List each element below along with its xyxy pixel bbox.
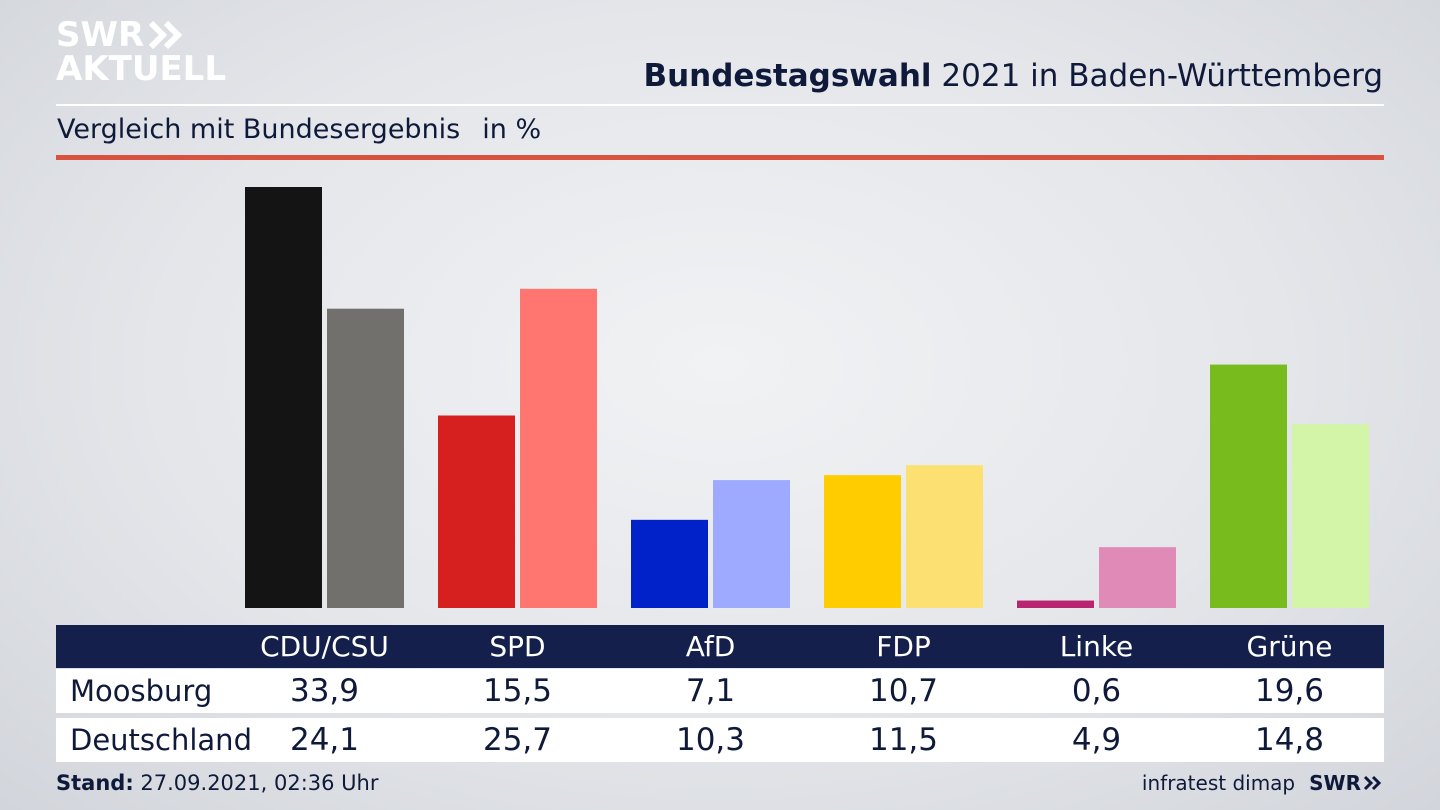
category-label: AfD [685, 630, 736, 663]
results-table: CDU/CSU SPD AfD FDP Linke Grüne Moosburg 33,9 1… [56, 625, 1384, 762]
category-label: Grüne [1246, 630, 1333, 663]
footer-brand: SWR [1309, 771, 1383, 795]
bar-cdu-csu-moosburg [245, 187, 322, 608]
value-cell: 15,5 [482, 673, 553, 709]
footer-brand-text: SWR [1309, 771, 1361, 795]
category-label: FDP [876, 630, 931, 663]
bar-afd-deutschland [713, 480, 790, 608]
value-cell: 4,9 [1071, 722, 1122, 758]
unit-label: in % [482, 114, 542, 145]
timestamp: Stand: 27.09.2021, 02:36 Uhr [56, 771, 379, 795]
value-cell: 14,8 [1254, 722, 1325, 758]
stand-label: Stand: [56, 771, 134, 795]
category-label: SPD [489, 630, 546, 663]
table-row-deutschland: Deutschland 24,1 25,7 10,3 11,5 4,9 14,8 [56, 718, 1384, 762]
title-bold: Bundestagswahl [643, 58, 932, 94]
logo-aktuell-text: AKTUELL [56, 49, 227, 89]
value-cell: 19,6 [1254, 673, 1325, 709]
value-cell: 33,9 [289, 673, 360, 709]
value-cell: 10,7 [868, 673, 939, 709]
category-label: CDU/CSU [260, 630, 389, 663]
footer-chevron-icon [1363, 775, 1382, 791]
bar-linke-deutschland [1099, 547, 1176, 608]
bar-gr-ne-moosburg [1210, 364, 1287, 608]
subtitle-text: Vergleich mit Bundesergebnis [57, 114, 461, 145]
bar-cdu-csu-deutschland [327, 308, 404, 608]
swr-aktuell-logo: SWR AKTUELL [56, 18, 226, 86]
bar-linke-moosburg [1017, 600, 1094, 608]
bar-spd-deutschland [520, 288, 597, 608]
bar-gr-ne-deutschland [1292, 424, 1369, 608]
value-cell: 7,1 [685, 673, 736, 709]
bar-afd-moosburg [631, 519, 708, 608]
title-divider [56, 104, 1384, 106]
bar-fdp-moosburg [824, 475, 901, 608]
source-credit: infratest dimap SWR [1142, 771, 1383, 795]
value-cell: 25,7 [482, 722, 553, 758]
stand-value: 27.09.2021, 02:36 Uhr [133, 771, 379, 795]
value-cell: 24,1 [289, 722, 360, 758]
source-label: infratest dimap [1141, 771, 1296, 795]
title-rest: 2021 in Baden-Württemberg [931, 58, 1383, 94]
table-row-moosburg: Moosburg 33,9 15,5 7,1 10,7 0,6 19,6 [56, 669, 1384, 713]
logo-swr-text: SWR [56, 15, 145, 55]
value-cell: 11,5 [868, 722, 939, 758]
value-cell: 0,6 [1071, 673, 1122, 709]
bar-fdp-deutschland [906, 465, 983, 608]
page-title: Bundestagswahl 2021 in Baden-Württemberg [643, 58, 1383, 94]
value-cell: 10,3 [675, 722, 746, 758]
category-label: Linke [1059, 630, 1134, 663]
double-chevron-icon [148, 20, 184, 50]
series-label: Moosburg [70, 674, 213, 708]
chart-subtitle: Vergleich mit Bundesergebnis in % [57, 114, 541, 145]
accent-divider [56, 155, 1384, 160]
series-label: Deutschland [70, 723, 252, 757]
table-header-row: CDU/CSU SPD AfD FDP Linke Grüne [56, 625, 1384, 668]
bar-spd-moosburg [438, 415, 515, 608]
